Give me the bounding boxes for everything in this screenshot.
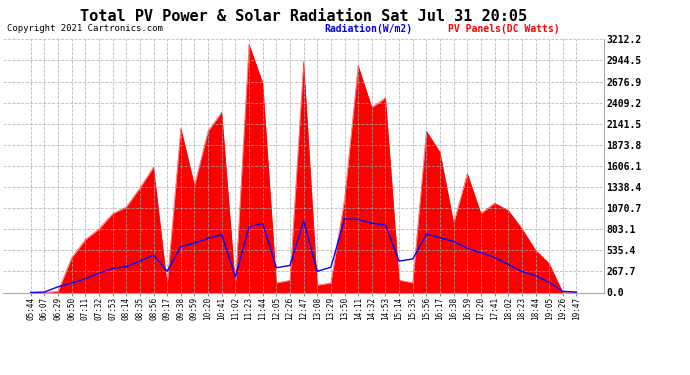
Text: Radiation(W/m2): Radiation(W/m2) (324, 24, 413, 34)
Text: Copyright 2021 Cartronics.com: Copyright 2021 Cartronics.com (7, 24, 163, 33)
Text: Total PV Power & Solar Radiation Sat Jul 31 20:05: Total PV Power & Solar Radiation Sat Jul… (80, 9, 527, 24)
Text: PV Panels(DC Watts): PV Panels(DC Watts) (448, 24, 560, 34)
